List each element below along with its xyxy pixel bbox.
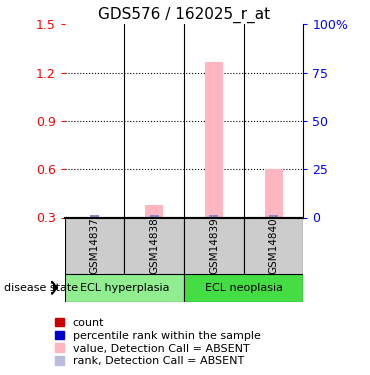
Bar (145, 205, 163, 218)
Text: GSM14837: GSM14837 (90, 217, 100, 274)
Bar (205, 62, 223, 217)
Bar (209, 214, 218, 217)
Bar (124, 217, 184, 274)
Text: disease state: disease state (4, 283, 78, 293)
Bar (65, 274, 184, 302)
Bar (150, 214, 159, 217)
Text: GSM14838: GSM14838 (149, 217, 159, 274)
Text: GSM14840: GSM14840 (269, 217, 279, 274)
Bar (244, 217, 303, 274)
Text: ECL hyperplasia: ECL hyperplasia (80, 283, 169, 293)
Legend: count, percentile rank within the sample, value, Detection Call = ABSENT, rank, : count, percentile rank within the sample… (54, 316, 262, 368)
Text: GSM14839: GSM14839 (209, 217, 219, 274)
Bar (184, 274, 303, 302)
Title: GDS576 / 162025_r_at: GDS576 / 162025_r_at (98, 7, 270, 23)
Bar (90, 215, 99, 217)
Bar (269, 215, 278, 217)
Bar (65, 217, 124, 274)
Bar (184, 217, 244, 274)
Text: ECL neoplasia: ECL neoplasia (205, 283, 283, 293)
Bar (265, 169, 283, 217)
